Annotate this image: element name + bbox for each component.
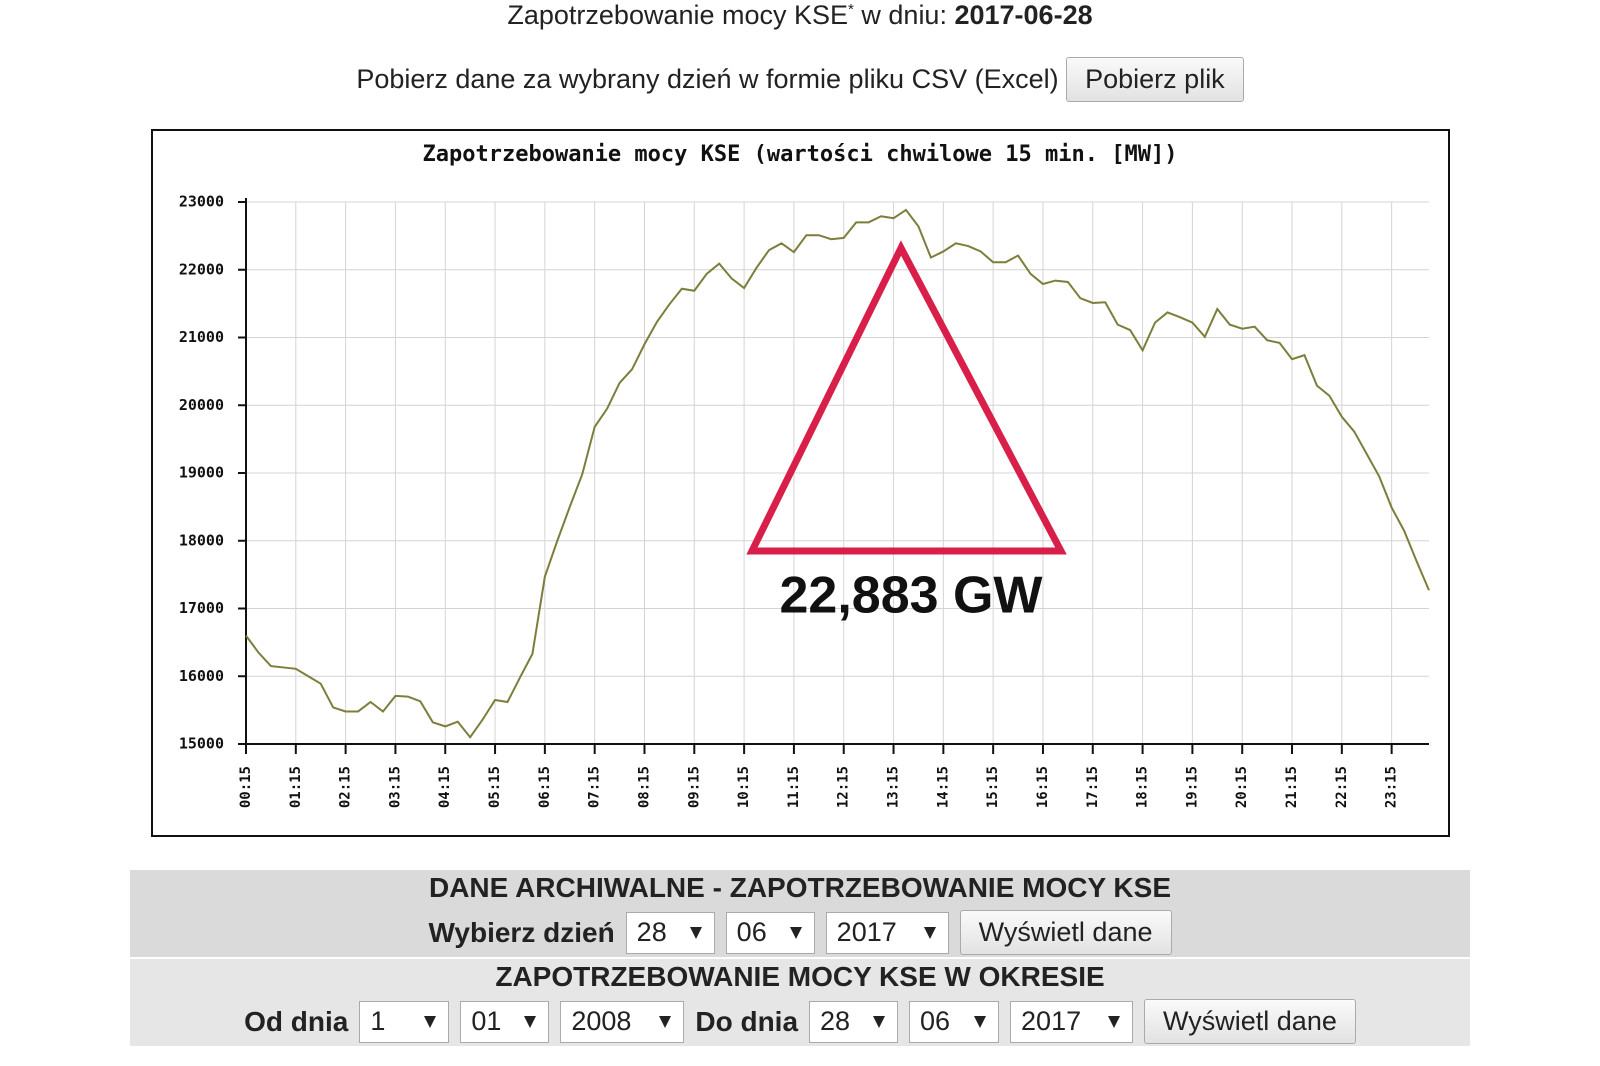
x-tick-label: 03:15: [387, 766, 403, 808]
x-tick-label: 20:15: [1234, 766, 1250, 808]
x-tick-label: 13:15: [886, 766, 902, 808]
from-month-select[interactable]: 01: [460, 1000, 550, 1043]
annotation-triangle: [746, 240, 1067, 555]
select-value: 1: [370, 1006, 386, 1036]
select-value: 2017: [836, 917, 897, 947]
to-year-select[interactable]: 2017: [1010, 1000, 1134, 1043]
footnote-mark: *: [848, 1, 854, 18]
x-tick-label: 14:15: [935, 766, 951, 808]
header: Zapotrzebowanie mocy KSE* w dniu: 2017-0…: [0, 0, 1600, 31]
select-value: 2017: [1021, 1006, 1082, 1036]
x-tick-label: 01:15: [288, 766, 304, 808]
x-tick-label: 04:15: [437, 766, 453, 808]
x-tick-label: 12:15: [836, 766, 852, 808]
y-tick-label: 22000: [179, 260, 224, 278]
archive-title: DANE ARCHIWALNE - ZAPOTRZEBOWANIE MOCY K…: [428, 872, 1171, 903]
date: 2017-06-28: [954, 0, 1093, 30]
archive-panel: DANE ARCHIWALNE - ZAPOTRZEBOWANIE MOCY K…: [130, 870, 1470, 957]
select-value: 06: [920, 1006, 951, 1036]
y-tick-label: 15000: [179, 735, 224, 753]
x-tick-label: 19:15: [1184, 766, 1200, 808]
arrow: [524, 1015, 537, 1028]
show-button[interactable]: Wyświetl dane: [1144, 999, 1356, 1044]
y-tick-label: 23000: [179, 193, 224, 211]
x-tick-label: 15:15: [985, 766, 1001, 808]
x-tick-label: 05:15: [487, 766, 503, 808]
select-value: 06: [736, 917, 767, 947]
x-tick-label: 21:15: [1284, 766, 1300, 808]
arrow: [659, 1015, 672, 1028]
x-tick-label: 22:15: [1334, 766, 1350, 808]
from-label: Od dnia: [244, 1005, 349, 1037]
y-tick-label: 21000: [179, 328, 224, 346]
select-value: 2008: [571, 1006, 632, 1036]
chart: Zapotrzebowanie mocy KSE (wartości chwil…: [151, 129, 1450, 837]
header-text: Zapotrzebowanie mocy KSE: [507, 0, 849, 30]
x-tick-label: 16:15: [1035, 766, 1051, 808]
archive-row: Wybierz dzień 28 06 2017 Wyświetl dane: [130, 910, 1470, 955]
period-title: ZAPOTRZEBOWANIE MOCY KSE W OKRESIE: [495, 961, 1105, 992]
select-value: 28: [636, 917, 667, 947]
arrow: [424, 1015, 437, 1028]
x-tick-label: 09:15: [686, 766, 702, 808]
x-tick-label: 11:15: [786, 766, 802, 808]
select-value: 28: [820, 1006, 851, 1036]
x-tick-label: 06:15: [537, 766, 553, 808]
x-tick-label: 02:15: [338, 766, 354, 808]
x-tick-label: 07:15: [587, 766, 603, 808]
arrow: [923, 926, 936, 939]
x-tick-label: 23:15: [1384, 766, 1400, 808]
download-button[interactable]: Pobierz plik: [1066, 57, 1244, 102]
from-year-select[interactable]: 2008: [560, 1000, 685, 1043]
show-button[interactable]: Wyświetl dane: [959, 910, 1172, 955]
day-label: Wybierz dzień: [428, 916, 615, 948]
chart-title: Zapotrzebowanie mocy KSE (wartości chwil…: [423, 142, 1178, 167]
data-line: [245, 208, 1430, 739]
download-row: Pobierz dane za wybrany dzień w formie p…: [0, 57, 1600, 102]
chart-frame: [151, 129, 1450, 837]
arrow: [689, 926, 702, 939]
to-label: Do dnia: [695, 1005, 799, 1037]
arrow: [789, 926, 802, 939]
to-month-select[interactable]: 06: [909, 1000, 1000, 1043]
y-tick-label: 20000: [179, 396, 224, 414]
arrow: [873, 1015, 886, 1028]
date-label: w dniu:: [861, 0, 947, 30]
period-panel: ZAPOTRZEBOWANIE MOCY KSE W OKRESIE Od dn…: [130, 959, 1470, 1046]
arrow: [1108, 1015, 1121, 1028]
x-tick-label: 00:15: [238, 766, 254, 808]
y-tick-label: 19000: [179, 464, 224, 482]
y-tick-label: 16000: [179, 667, 224, 685]
day-select[interactable]: 28: [625, 911, 715, 954]
from-day-select[interactable]: 1: [359, 1000, 450, 1043]
to-day-select[interactable]: 28: [809, 1000, 899, 1043]
arrow: [974, 1015, 987, 1028]
download-text: Pobierz dane za wybrany dzień w formie p…: [356, 64, 1059, 94]
y-tick-label: 17000: [179, 599, 224, 617]
period-row: Od dnia 1 01 2008 Do dnia 28 06 2017 Wyś…: [130, 999, 1470, 1044]
x-tick-label: 08:15: [636, 766, 652, 808]
x-tick-label: 18:15: [1135, 766, 1151, 808]
x-tick-label: 17:15: [1085, 766, 1101, 808]
x-tick-label: 10:15: [736, 766, 752, 808]
annotation-text: 22,883 GW: [779, 567, 1043, 625]
month-select[interactable]: 06: [725, 911, 815, 954]
y-tick-label: 18000: [179, 531, 224, 549]
year-select[interactable]: 2017: [825, 911, 949, 954]
select-value: 01: [471, 1006, 502, 1036]
